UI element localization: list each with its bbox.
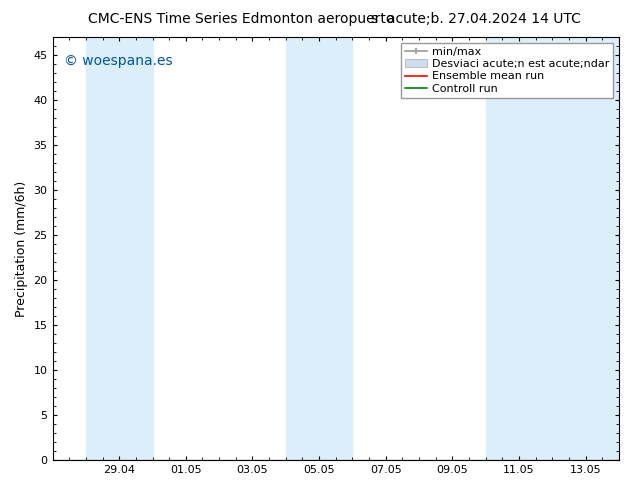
Bar — [86, 37, 153, 460]
Text: s  acute;b. 27.04.2024 14 UTC: s acute;b. 27.04.2024 14 UTC — [370, 12, 581, 26]
Legend: min/max, Desviaci acute;n est acute;ndar, Ensemble mean run, Controll run: min/max, Desviaci acute;n est acute;ndar… — [401, 43, 614, 98]
Bar — [486, 37, 619, 460]
Bar — [286, 37, 353, 460]
Text: © woespana.es: © woespana.es — [64, 54, 172, 68]
Text: CMC-ENS Time Series Edmonton aeropuerto: CMC-ENS Time Series Edmonton aeropuerto — [87, 12, 394, 26]
Y-axis label: Precipitation (mm/6h): Precipitation (mm/6h) — [15, 180, 28, 317]
